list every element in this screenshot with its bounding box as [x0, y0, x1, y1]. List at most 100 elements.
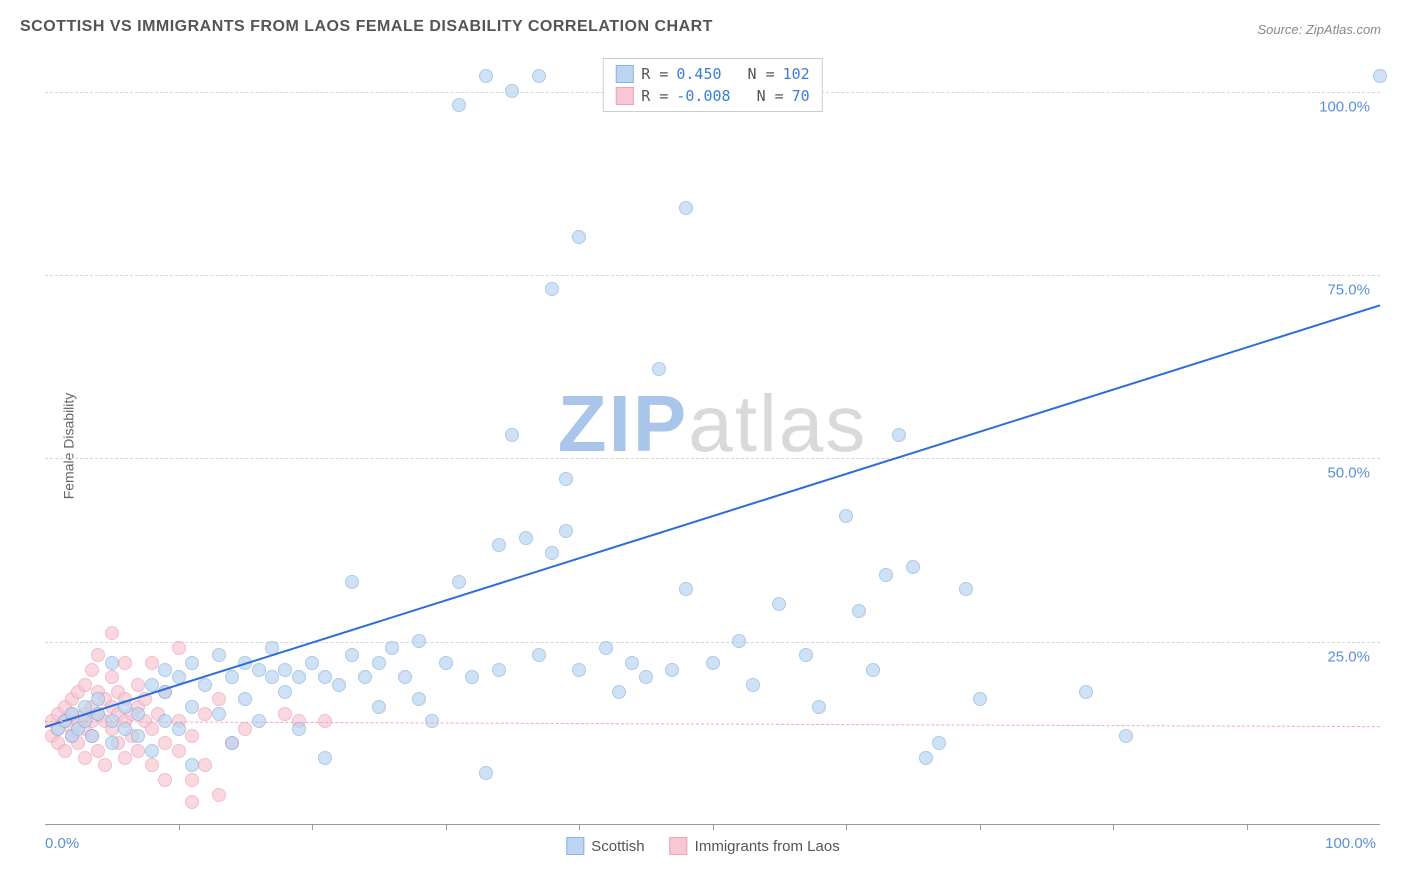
scatter-point [732, 634, 746, 648]
scatter-point [172, 722, 186, 736]
scatter-point [572, 663, 586, 677]
swatch-scottish [615, 65, 633, 83]
y-tick-label: 25.0% [1327, 648, 1370, 665]
scatter-point [879, 568, 893, 582]
scatter-point [185, 758, 199, 772]
scatter-point [78, 678, 92, 692]
x-tick [846, 824, 847, 830]
scatter-point [212, 648, 226, 662]
scatter-point [545, 546, 559, 560]
scatter-point [145, 744, 159, 758]
scatter-point [439, 656, 453, 670]
scatter-point [892, 428, 906, 442]
plot-area: ZIPatlas 25.0%50.0%75.0%100.0% R = 0.450… [45, 55, 1380, 825]
legend-item-scottish: Scottish [566, 837, 644, 855]
scatter-point [185, 729, 199, 743]
gridline [45, 642, 1380, 643]
scatter-point [919, 751, 933, 765]
scatter-point [973, 692, 987, 706]
scatter-point [679, 582, 693, 596]
gridline [45, 458, 1380, 459]
scatter-point [131, 744, 145, 758]
scatter-point [145, 758, 159, 772]
scatter-point [185, 795, 199, 809]
scatter-point [212, 788, 226, 802]
series-legend: Scottish Immigrants from Laos [566, 837, 839, 855]
scatter-point [118, 751, 132, 765]
y-tick-label: 100.0% [1319, 98, 1370, 115]
legend-item-laos: Immigrants from Laos [670, 837, 840, 855]
scatter-point [332, 678, 346, 692]
n-label: N = [748, 65, 775, 83]
scatter-point [185, 773, 199, 787]
scatter-point [198, 758, 212, 772]
plot-inner: 25.0%50.0%75.0%100.0% [45, 55, 1380, 824]
scatter-point [906, 560, 920, 574]
y-tick-label: 50.0% [1327, 465, 1370, 482]
scatter-point [799, 648, 813, 662]
scatter-point [238, 722, 252, 736]
x-tick-label-100: 100.0% [1325, 835, 1376, 852]
scatter-point [118, 656, 132, 670]
scatter-point [265, 670, 279, 684]
scatter-point [665, 663, 679, 677]
scatter-point [172, 744, 186, 758]
chart-title: SCOTTISH VS IMMIGRANTS FROM LAOS FEMALE … [20, 18, 713, 36]
scatter-point [839, 509, 853, 523]
gridline [45, 275, 1380, 276]
n-value-laos: 70 [792, 87, 810, 105]
correlation-legend: R = 0.450 N = 102 R = -0.008 N = 70 [602, 58, 822, 112]
x-tick [579, 824, 580, 830]
series-label-scottish: Scottish [591, 838, 644, 855]
scatter-point [652, 362, 666, 376]
scatter-point [185, 700, 199, 714]
scatter-point [625, 656, 639, 670]
scatter-point [131, 707, 145, 721]
scatter-point [345, 648, 359, 662]
x-tick [1113, 824, 1114, 830]
scatter-point [959, 582, 973, 596]
scatter-point [1373, 69, 1387, 83]
x-tick [1247, 824, 1248, 830]
x-tick-label-0: 0.0% [45, 835, 79, 852]
scatter-point [358, 670, 372, 684]
scatter-point [612, 685, 626, 699]
scatter-point [85, 729, 99, 743]
scatter-point [131, 678, 145, 692]
swatch-laos [670, 837, 688, 855]
scatter-point [545, 282, 559, 296]
scatter-point [372, 656, 386, 670]
r-value-scottish: 0.450 [676, 65, 721, 83]
scatter-point [852, 604, 866, 618]
scatter-point [385, 641, 399, 655]
scatter-point [91, 648, 105, 662]
scatter-point [85, 663, 99, 677]
x-tick [713, 824, 714, 830]
legend-row-scottish: R = 0.450 N = 102 [615, 63, 809, 85]
source-label: Source: ZipAtlas.com [1257, 22, 1381, 37]
scatter-point [1079, 685, 1093, 699]
scatter-point [1119, 729, 1133, 743]
scatter-point [318, 670, 332, 684]
scatter-point [105, 626, 119, 640]
scatter-point [572, 230, 586, 244]
scatter-point [519, 531, 533, 545]
scatter-point [532, 69, 546, 83]
scatter-point [278, 685, 292, 699]
scatter-point [158, 736, 172, 750]
r-value-laos: -0.008 [676, 87, 730, 105]
scatter-point [425, 714, 439, 728]
scatter-point [532, 648, 546, 662]
scatter-point [198, 707, 212, 721]
r-label: R = [641, 87, 668, 105]
scatter-point [398, 670, 412, 684]
scatter-point [559, 472, 573, 486]
scatter-point [639, 670, 653, 684]
scatter-point [345, 575, 359, 589]
scatter-point [98, 758, 112, 772]
scatter-point [105, 656, 119, 670]
scatter-point [318, 751, 332, 765]
scatter-point [292, 722, 306, 736]
scatter-point [91, 692, 105, 706]
r-label: R = [641, 65, 668, 83]
